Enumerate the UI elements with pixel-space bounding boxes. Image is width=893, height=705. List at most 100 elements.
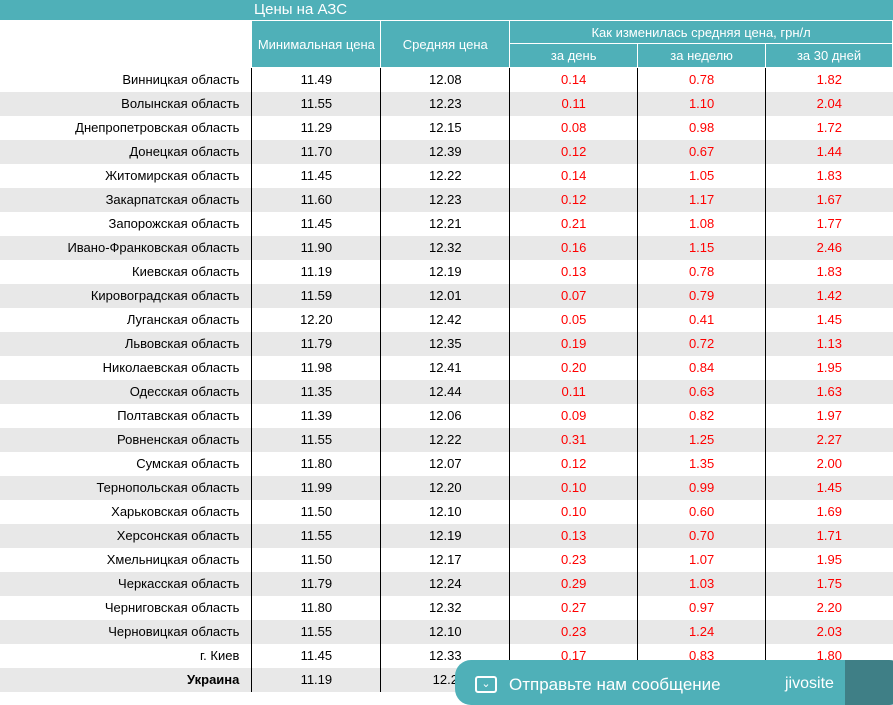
min-price-cell: 11.19 <box>251 259 381 284</box>
change-day-cell: 0.23 <box>509 619 638 644</box>
min-price-cell: 11.60 <box>251 187 381 212</box>
change-month-cell: 1.71 <box>765 523 893 548</box>
change-week-cell: 0.97 <box>637 595 766 620</box>
avg-price-cell: 12.32 <box>380 595 510 620</box>
change-month-cell: 1.83 <box>765 163 893 188</box>
avg-price-cell: 12.22 <box>380 163 510 188</box>
avg-price-cell: 12.19 <box>380 259 510 284</box>
fuel-price-table: Минимальная цена Средняя цена Как измени… <box>0 20 893 692</box>
change-week-cell: 0.70 <box>637 523 766 548</box>
min-price-cell: 11.35 <box>251 379 381 404</box>
table-row: Луганская область 12.20 12.42 0.05 0.41 1.45 <box>0 307 893 332</box>
region-cell: Запорожская область <box>108 216 240 231</box>
region-cell: Луганская область <box>126 312 240 327</box>
avg-price-cell: 12.35 <box>380 331 510 356</box>
header-month: за 30 дней <box>765 43 893 68</box>
change-month-cell: 2.27 <box>765 427 893 452</box>
min-price-cell: 11.80 <box>251 595 381 620</box>
change-day-cell: 0.05 <box>509 307 638 332</box>
table-row: Черниговская область 11.80 12.32 0.27 0.97 2.… <box>0 595 893 620</box>
change-week-cell: 1.08 <box>637 211 766 236</box>
avg-price-cell: 12.42 <box>380 307 510 332</box>
chat-label: Отправьте нам сообщение <box>509 675 721 694</box>
change-day-cell: 0.20 <box>509 355 638 380</box>
change-day-cell: 0.11 <box>509 91 638 116</box>
change-month-cell: 1.42 <box>765 283 893 308</box>
min-price-cell: 11.55 <box>251 523 381 548</box>
avg-price-cell: 12.10 <box>380 619 510 644</box>
avg-price-cell: 12.44 <box>380 379 510 404</box>
change-week-cell: 1.25 <box>637 427 766 452</box>
header-avg-price: Средняя цена <box>380 20 511 68</box>
table-row: Запорожская область 11.45 12.21 0.21 1.08 1.7… <box>0 211 893 236</box>
table-row: Житомирская область 11.45 12.22 0.14 1.05 1.8… <box>0 163 893 188</box>
table-row: Ровненская область 11.55 12.22 0.31 1.25 2.27 <box>0 427 893 452</box>
change-day-cell: 0.07 <box>509 283 638 308</box>
change-month-cell: 2.03 <box>765 619 893 644</box>
change-week-cell: 0.78 <box>637 67 766 92</box>
min-price-cell: 11.50 <box>251 547 381 572</box>
avg-price-cell: 12.01 <box>380 283 510 308</box>
min-price-cell: 11.55 <box>251 91 381 116</box>
min-price-cell: 11.90 <box>251 235 381 260</box>
avg-price-cell: 12.19 <box>380 523 510 548</box>
header-day: за день <box>509 43 639 68</box>
avg-price-cell: 12.15 <box>380 115 510 140</box>
table-row: Тернопольская область 11.99 12.20 0.10 0.99 1… <box>0 475 893 500</box>
table-row: Днепропетровская область 11.29 12.15 0.08 0.… <box>0 115 893 140</box>
region-cell: Волынская область <box>0 91 252 116</box>
change-day-cell: 0.14 <box>509 163 638 188</box>
region-cell: Сумская область <box>136 456 240 471</box>
title-bar: Цены на АЗС <box>0 0 893 20</box>
change-week-cell: 1.17 <box>637 187 766 212</box>
change-month-cell: 1.13 <box>765 331 893 356</box>
table-row: Николаевская область 11.98 12.41 0.20 0.84 1.… <box>0 355 893 380</box>
region-cell: Днепропетровская область <box>75 120 240 135</box>
region-cell: Одесская область <box>0 379 252 404</box>
region-cell: Украина <box>0 667 252 692</box>
region-cell: Черновицкая область <box>0 619 252 644</box>
chat-icon: ⌄ <box>475 676 497 693</box>
change-day-cell: 0.19 <box>509 331 638 356</box>
chat-widget-edge <box>845 660 893 705</box>
chat-widget[interactable]: ⌄ Отправьте нам сообщение jivosite <box>455 660 893 705</box>
change-week-cell: 1.10 <box>637 91 766 116</box>
change-week-cell: 0.78 <box>637 259 766 284</box>
min-price-cell: 11.80 <box>251 451 381 476</box>
min-price-cell: 11.55 <box>251 427 381 452</box>
change-week-cell: 0.79 <box>637 283 766 308</box>
change-week-cell: 1.15 <box>637 235 766 260</box>
change-week-cell: 1.03 <box>637 571 766 596</box>
table-row: Хмельницкая область 11.50 12.17 0.23 1.07 1.9… <box>0 547 893 572</box>
change-week-cell: 0.99 <box>637 475 766 500</box>
min-price-cell: 11.45 <box>251 211 381 236</box>
region-cell: Закарпатская область <box>0 187 252 212</box>
table-row: Винницкая область 11.49 12.08 0.14 0.78 1.82 <box>0 67 893 92</box>
header-week: за неделю <box>637 43 767 68</box>
min-price-cell: 11.79 <box>251 571 381 596</box>
page-title: Цены на АЗС <box>254 1 348 18</box>
blank-header <box>0 20 252 68</box>
table-row: Херсонская область 11.55 12.19 0.13 0.70 1.71 <box>0 523 893 548</box>
table-row: Сумская область 11.80 12.07 0.12 1.35 2.00 <box>0 451 893 476</box>
change-day-cell: 0.12 <box>509 139 638 164</box>
change-day-cell: 0.10 <box>509 475 638 500</box>
table-row: Полтавская область 11.39 12.06 0.09 0.82 1.97 <box>0 403 893 428</box>
change-month-cell: 1.69 <box>765 499 893 524</box>
region-cell: Черниговская область <box>104 600 240 615</box>
avg-price-cell: 12.24 <box>380 571 510 596</box>
change-week-cell: 0.41 <box>637 307 766 332</box>
region-cell: Херсонская область <box>0 523 252 548</box>
region-cell: Львовская область <box>0 331 252 356</box>
avg-price-cell: 12.39 <box>380 139 510 164</box>
region-cell: Житомирская область <box>105 168 240 183</box>
min-price-cell: 11.70 <box>251 139 381 164</box>
min-price-cell: 11.99 <box>251 475 381 500</box>
region-cell: Ивано-Франковская область <box>0 235 252 260</box>
table-row: Черкасская область 11.79 12.24 0.29 1.03 1.75 <box>0 571 893 596</box>
min-price-cell: 11.98 <box>251 355 381 380</box>
min-price-cell: 11.29 <box>251 115 381 140</box>
avg-price-cell: 12.23 <box>380 187 510 212</box>
avg-price-cell: 12.23 <box>380 91 510 116</box>
table-row: Харьковская область 11.50 12.10 0.10 0.60 1.6… <box>0 499 893 524</box>
